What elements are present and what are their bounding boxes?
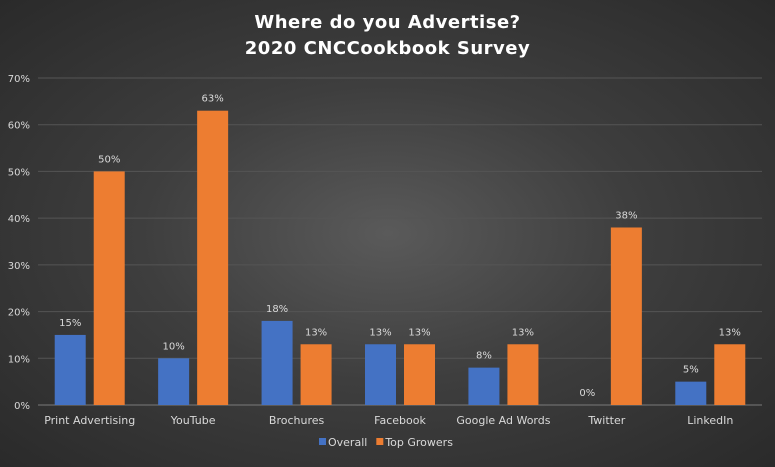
data-label: 63% [202, 94, 224, 105]
data-label: 18% [266, 304, 288, 315]
y-tick-label: 40% [8, 214, 30, 225]
bar-top-growers [404, 344, 435, 405]
legend-swatch [319, 438, 326, 445]
bar-overall [158, 358, 190, 405]
bar-overall [468, 367, 500, 405]
category-label: LinkedIn [687, 414, 733, 427]
legend-label: Overall [328, 436, 367, 449]
y-tick-label: 50% [8, 167, 30, 178]
data-label: 13% [408, 327, 430, 338]
y-tick-label: 60% [8, 121, 30, 132]
data-label: 13% [512, 327, 534, 338]
data-label: 5% [683, 365, 699, 376]
category-label: Twitter [587, 414, 625, 427]
bar-overall [365, 344, 396, 405]
bar-overall [261, 320, 293, 405]
category-label: Brochures [269, 414, 325, 427]
bar-top-growers [197, 110, 229, 405]
bar-top-growers [507, 344, 539, 405]
category-label: Facebook [374, 414, 426, 427]
category-label: Print Advertising [44, 414, 135, 427]
data-label: 0% [579, 388, 595, 399]
y-tick-label: 0% [14, 401, 30, 412]
category-label: Google Ad Words [456, 414, 550, 427]
chart-subtitle: 2020 CNCCookbook Survey [244, 38, 531, 59]
data-label: 13% [719, 327, 741, 338]
bar-top-growers [610, 227, 642, 405]
legend-label: Top Growers [384, 436, 453, 449]
y-tick-label: 10% [8, 354, 30, 365]
y-tick-label: 30% [8, 261, 30, 272]
y-axis: 0% 10% 20% 30% 40% 50% 60% 70% [8, 74, 30, 412]
data-label: 50% [98, 154, 120, 165]
bars [54, 110, 746, 405]
data-label: 38% [615, 210, 637, 221]
category-label: YouTube [170, 414, 216, 427]
x-axis: Print Advertising YouTube Brochures Faceboo… [44, 414, 733, 427]
y-tick-label: 20% [8, 308, 30, 319]
bar-overall [54, 334, 86, 405]
data-label: 15% [59, 318, 81, 329]
data-label: 13% [305, 327, 327, 338]
bar-overall [675, 381, 707, 405]
bar-top-growers [93, 171, 125, 405]
data-label: 13% [369, 327, 391, 338]
bar-top-growers [714, 344, 746, 405]
chart-title: Where do you Advertise? [254, 12, 521, 33]
bar-top-growers [300, 344, 332, 405]
legend: Overall Top Growers [319, 436, 453, 449]
data-label: 8% [476, 351, 492, 362]
gridlines [38, 77, 762, 406]
data-label: 10% [163, 341, 185, 352]
data-labels: 15% 50% 10% 63% 18% 13% 13% 13% 8% 13% 0% 38% 5% 13% [59, 94, 741, 399]
y-tick-label: 70% [8, 74, 30, 85]
legend-swatch [376, 438, 384, 445]
